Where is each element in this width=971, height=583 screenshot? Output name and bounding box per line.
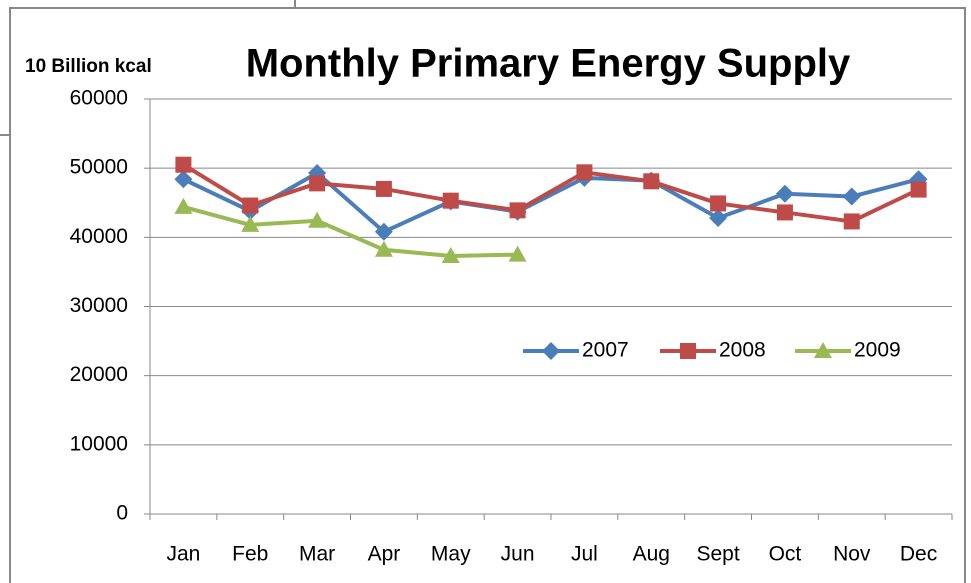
y-tick-label: 40000 bbox=[70, 225, 128, 248]
data-point bbox=[174, 197, 193, 214]
data-point bbox=[775, 184, 794, 203]
data-point bbox=[843, 213, 860, 230]
data-point bbox=[308, 211, 327, 228]
chart-title: Monthly Primary Energy Supply bbox=[246, 42, 851, 86]
data-point bbox=[441, 247, 460, 264]
x-tick-label: Feb bbox=[232, 543, 268, 566]
legend-marker bbox=[814, 342, 832, 358]
legend-marker bbox=[680, 343, 696, 359]
legend-label: 2008 bbox=[719, 339, 766, 362]
data-point bbox=[509, 202, 526, 219]
data-point bbox=[910, 181, 927, 198]
data-point bbox=[508, 245, 527, 262]
series-line bbox=[182, 163, 920, 224]
x-tick-label: Mar bbox=[299, 543, 335, 566]
chart-frame bbox=[9, 7, 966, 583]
data-point bbox=[710, 195, 727, 212]
data-point bbox=[375, 180, 392, 197]
x-tick-label: Dec bbox=[900, 543, 937, 566]
data-point bbox=[242, 197, 259, 214]
data-point bbox=[175, 156, 192, 173]
y-tick-label: 50000 bbox=[70, 156, 128, 179]
x-tick-label: Jun bbox=[501, 543, 535, 566]
data-point bbox=[776, 204, 793, 221]
x-tick-label: May bbox=[431, 543, 471, 566]
data-point bbox=[374, 222, 393, 241]
legend-marker bbox=[542, 342, 560, 360]
data-point bbox=[374, 240, 393, 257]
legend-label: 2009 bbox=[854, 339, 901, 362]
x-tick-label: Jan bbox=[166, 543, 200, 566]
legend-label: 2007 bbox=[582, 339, 629, 362]
y-tick-label: 60000 bbox=[70, 87, 128, 110]
y-tick-label: 30000 bbox=[70, 294, 128, 317]
data-point bbox=[442, 192, 459, 209]
y-tick-label: 0 bbox=[116, 502, 128, 525]
data-point bbox=[174, 170, 193, 189]
data-point bbox=[241, 215, 260, 232]
x-tick-label: Nov bbox=[833, 543, 871, 566]
data-point bbox=[842, 187, 861, 206]
x-tick-label: Sept bbox=[696, 543, 739, 566]
data-point bbox=[643, 173, 660, 190]
x-tick-label: Aug bbox=[633, 543, 670, 566]
x-tick-label: Oct bbox=[769, 543, 802, 566]
y-tick-label: 20000 bbox=[70, 363, 128, 386]
y-tick-label: 10000 bbox=[70, 432, 128, 455]
series-line bbox=[182, 204, 518, 259]
x-tick-label: Apr bbox=[368, 543, 401, 566]
x-tick-label: Jul bbox=[571, 543, 598, 566]
data-point bbox=[576, 164, 593, 181]
data-point bbox=[709, 208, 728, 227]
series-line bbox=[182, 171, 920, 234]
data-point bbox=[309, 175, 326, 192]
y-axis-label: 10 Billion kcal bbox=[25, 56, 152, 77]
